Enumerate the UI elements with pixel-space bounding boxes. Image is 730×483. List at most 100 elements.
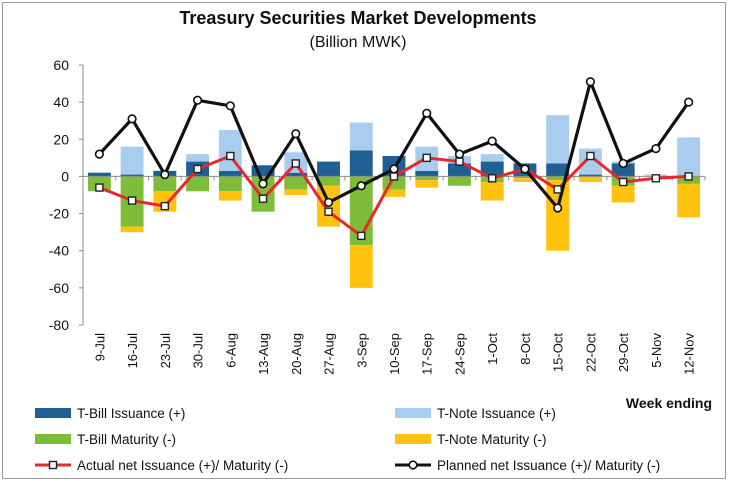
bar-3-20-Aug [284, 176, 308, 190]
bar-4-12-Nov [677, 183, 701, 218]
bar-2-22-Oct [578, 148, 602, 175]
x-tick-label: 27-Aug [322, 333, 337, 375]
x-tick-label: 12-Nov [682, 333, 697, 375]
bar-3-24-Sep [448, 176, 471, 186]
category-labels: 9-Jul 16-Jul 23-Jul 30-Jul 6-Aug 13-Aug 20-Aug… [92, 333, 696, 375]
bar-2-1-Oct [480, 154, 504, 162]
actual-point-17-Sep [422, 153, 431, 163]
legend-label: T-Note Issuance (+) [437, 406, 556, 421]
actual-point-30-Jul [193, 164, 202, 174]
bar-4-1-Oct [480, 182, 504, 201]
bar-4-20-Aug [284, 189, 308, 195]
planned-point-9-Jul [94, 149, 104, 159]
x-tick-label: 9-Jul [92, 333, 107, 361]
bar-4-15-Oct [546, 180, 570, 251]
planned-point-10-Sep [389, 164, 399, 174]
x-tick-label: 22-Oct [583, 333, 598, 372]
y-tick-label: -20 [49, 206, 69, 222]
chart-frame: Treasury Securities Market Developments … [2, 2, 726, 479]
legend-label: T-Bill Issuance (+) [77, 406, 185, 421]
x-tick-label: 15-Oct [551, 333, 566, 372]
actual-point-23-Jul [160, 201, 170, 211]
bar-1-15-Oct [546, 163, 570, 177]
actual-point-27-Aug [324, 207, 333, 216]
x-tick-label: 3-Sep [354, 333, 369, 368]
actual-point-5-Nov [651, 174, 661, 183]
y-tick-label: 60 [53, 57, 69, 73]
y-tick-label: 20 [53, 131, 69, 147]
bar-2-6-Aug [218, 130, 242, 171]
bar-2-15-Oct [546, 115, 570, 164]
actual-point-3-Sep [357, 231, 366, 241]
x-tick-label: 6-Aug [223, 333, 238, 368]
bar-1-16-Jul [120, 174, 144, 177]
legend-label: T-Note Maturity (-) [437, 432, 547, 447]
x-axis-label: Week ending [626, 395, 712, 411]
actual-point-13-Aug [258, 194, 268, 203]
planned-point-30-Jul [192, 95, 203, 105]
planned-point-6-Aug [225, 101, 235, 111]
bar-1-3-Sep [349, 150, 373, 177]
legend-label: Actual net Issuance (+)/ Maturity (-) [77, 458, 288, 473]
actual-point-24-Sep [455, 157, 464, 166]
x-tick-label: 16-Jul [125, 333, 140, 369]
bar-3-13-Aug [251, 176, 275, 212]
bar-1-17-Sep [415, 170, 439, 177]
x-tick-label: 5-Nov [649, 333, 664, 368]
bar-4-6-Aug [218, 191, 242, 201]
lines-layer [94, 77, 694, 241]
y-tick-label: 0 [61, 168, 69, 184]
x-tick-label: 1-Oct [485, 333, 500, 365]
actual-point-22-Oct [586, 151, 595, 161]
bar-4-16-Jul [120, 226, 144, 233]
bar-3-27-Aug [317, 176, 340, 186]
legend: T-Bill Issuance (+) T-Note Issuance (+) T-… [35, 406, 660, 473]
planned-point-3-Sep [356, 181, 366, 191]
planned-point-15-Oct [553, 203, 563, 213]
bar-3-23-Jul [153, 176, 177, 192]
legend-swatch [35, 434, 71, 444]
bar-2-3-Sep [349, 122, 373, 151]
x-tick-label: 17-Sep [420, 333, 435, 375]
actual-point-15-Oct [553, 185, 562, 194]
planned-point-24-Sep [454, 149, 465, 159]
bar-4-10-Sep [382, 189, 406, 197]
x-tick-label: 30-Jul [191, 333, 206, 369]
actual-point-12-Nov [684, 172, 693, 181]
planned-point-29-Oct [618, 158, 628, 169]
y-tick-label: -80 [49, 317, 69, 333]
y-tick-label: -60 [49, 280, 69, 296]
planned-point-23-Jul [160, 169, 170, 180]
bar-4-3-Sep [349, 245, 373, 288]
bar-3-6-Aug [218, 176, 242, 192]
chart-svg: Treasury Securities Market Developments … [35, 8, 712, 473]
bar-1-27-Aug [317, 161, 340, 177]
chart-subtitle: (Billion MWK) [310, 34, 407, 51]
bar-4-22-Oct [578, 176, 602, 182]
planned-point-17-Sep [422, 108, 432, 118]
actual-point-1-Oct [488, 174, 497, 183]
bar-3-17-Sep [415, 176, 439, 181]
y-tick-label: 40 [53, 94, 69, 110]
bar-1-6-Aug [218, 170, 242, 177]
bar-3-8-Oct [513, 176, 537, 179]
bar-1-29-Oct [611, 163, 635, 177]
axes-layer: 60 40 20 0 -20 -40 -60 -80 [49, 57, 706, 333]
planned-point-5-Nov [651, 143, 661, 154]
actual-point-20-Aug [291, 159, 300, 168]
planned-point-1-Oct [487, 136, 497, 146]
x-tick-label: 8-Oct [518, 333, 533, 365]
x-tick-label: 23-Jul [158, 333, 173, 369]
actual-point-9-Jul [95, 183, 104, 192]
bar-2-16-Jul [120, 146, 144, 175]
planned-point-13-Aug [258, 179, 268, 189]
legend-label: T-Bill Maturity (-) [77, 432, 176, 447]
bar-1-9-Jul [87, 172, 111, 177]
bar-1-13-Aug [251, 165, 275, 177]
x-tick-label: 29-Oct [616, 333, 631, 372]
legend-marker [408, 460, 418, 470]
legend-swatch [35, 408, 71, 418]
bar-1-20-Aug [284, 172, 308, 177]
bar-3-30-Jul [186, 176, 210, 192]
actual-point-10-Sep [389, 172, 399, 181]
